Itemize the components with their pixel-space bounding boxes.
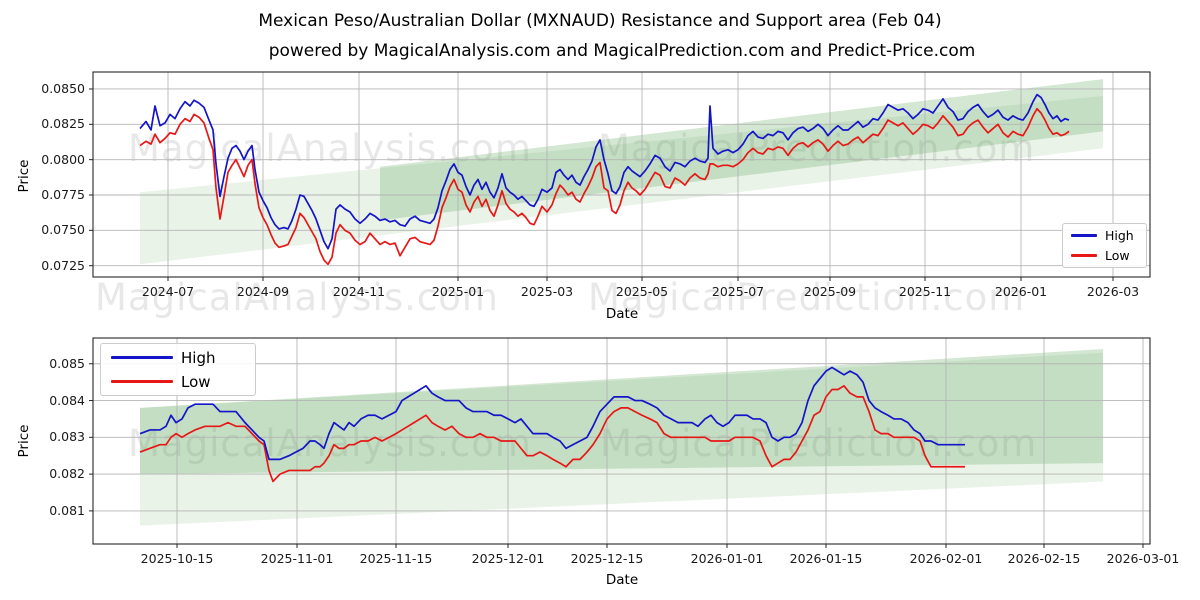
- y-tick-label: 0.0800: [41, 151, 85, 167]
- x-tick-label: 2024-09: [236, 284, 290, 299]
- high-line: [139, 366, 965, 461]
- legend-label-high: High: [1105, 228, 1134, 243]
- high-line-swatch-icon: [111, 356, 173, 359]
- y-tick-label: 0.0850: [41, 80, 85, 96]
- legend-label-high: High: [181, 348, 216, 367]
- x-tick-label: 2025-11-15: [359, 551, 433, 566]
- legend-item-low: Low: [111, 373, 245, 391]
- bottom-y-axis-label: Price: [16, 424, 32, 458]
- support-resistance-inner-band: [140, 349, 1103, 475]
- plot-border: [92, 337, 1151, 545]
- support-resistance-outer-band: [140, 352, 1103, 526]
- x-tick-label: 2026-03-01: [1106, 551, 1180, 566]
- bottom-chart-legend: High Low: [100, 343, 256, 396]
- legend-item-low: Low: [1071, 248, 1138, 263]
- bottom-x-axis-label: Date: [605, 572, 639, 588]
- x-tick-label: 2026-01: [994, 284, 1048, 299]
- legend-label-low: Low: [181, 372, 211, 391]
- top-x-axis-label: Date: [605, 306, 639, 322]
- low-line-swatch-icon: [111, 380, 173, 383]
- legend-item-high: High: [111, 349, 245, 367]
- top-chart-plot: [89, 71, 1151, 281]
- watermark-analysis: MagicalAnalysis.com: [95, 276, 499, 319]
- high-line-swatch-icon: [1071, 234, 1097, 237]
- low-line: [139, 384, 965, 483]
- y-tick-label: 0.0775: [41, 187, 85, 202]
- y-tick-label: 0.0750: [41, 222, 85, 238]
- watermark-prediction: MagicalPrediction.com: [600, 425, 1037, 462]
- x-tick-label: 2025-07: [711, 284, 765, 299]
- y-tick-label: 0.0825: [41, 116, 85, 132]
- x-tick-label: 2025-01: [431, 284, 485, 299]
- legend-label-low: Low: [1105, 248, 1130, 263]
- bottom-chart-plot: [89, 337, 1151, 548]
- y-tick-label: 0.085: [49, 355, 85, 371]
- legend-item-high: High: [1071, 228, 1138, 243]
- x-tick-label: 2025-09: [803, 284, 857, 299]
- y-tick-label: 0.084: [49, 392, 85, 408]
- x-tick-label: 2024-11: [332, 284, 386, 299]
- y-tick-label: 0.081: [49, 502, 85, 518]
- plot-border: [92, 71, 1151, 278]
- x-tick-label: 2024-07: [141, 284, 195, 299]
- watermark-analysis: MagicalAnalysis.com: [128, 127, 532, 170]
- x-tick-label: 2025-11: [898, 284, 952, 299]
- x-tick-label: 2026-03: [1086, 284, 1140, 299]
- x-tick-label: 2025-05: [615, 284, 669, 299]
- y-tick-label: 0.082: [49, 466, 85, 482]
- y-tick-label: 0.083: [49, 429, 85, 445]
- figure-subtitle: powered by MagicalAnalysis.com and Magic…: [268, 41, 976, 61]
- figure-title: Mexican Peso/Australian Dollar (MXNAUD) …: [258, 11, 942, 31]
- high-line: [139, 93, 1070, 250]
- watermark-prediction: MagicalPrediction.com: [598, 130, 1035, 167]
- x-tick-label: 2026-01-01: [690, 551, 764, 566]
- x-tick-label: 2026-02-01: [909, 551, 983, 566]
- low-line: [139, 107, 1070, 266]
- x-tick-label: 2026-02-15: [1007, 551, 1081, 566]
- x-tick-label: 2025-10-15: [140, 551, 214, 566]
- x-tick-label: 2025-12-01: [471, 551, 545, 566]
- top-y-axis-label: Price: [16, 159, 32, 193]
- x-tick-label: 2025-11-01: [260, 551, 334, 566]
- low-line-swatch-icon: [1071, 254, 1097, 257]
- top-chart-legend: High Low: [1062, 223, 1147, 268]
- watermark-prediction: MagicalPrediction.com: [588, 276, 1026, 319]
- x-tick-label: 2025-12-15: [570, 551, 644, 566]
- x-tick-label: 2025-03: [520, 284, 574, 299]
- y-tick-label: 0.0725: [41, 257, 85, 273]
- x-tick-label: 2026-01-15: [789, 551, 863, 566]
